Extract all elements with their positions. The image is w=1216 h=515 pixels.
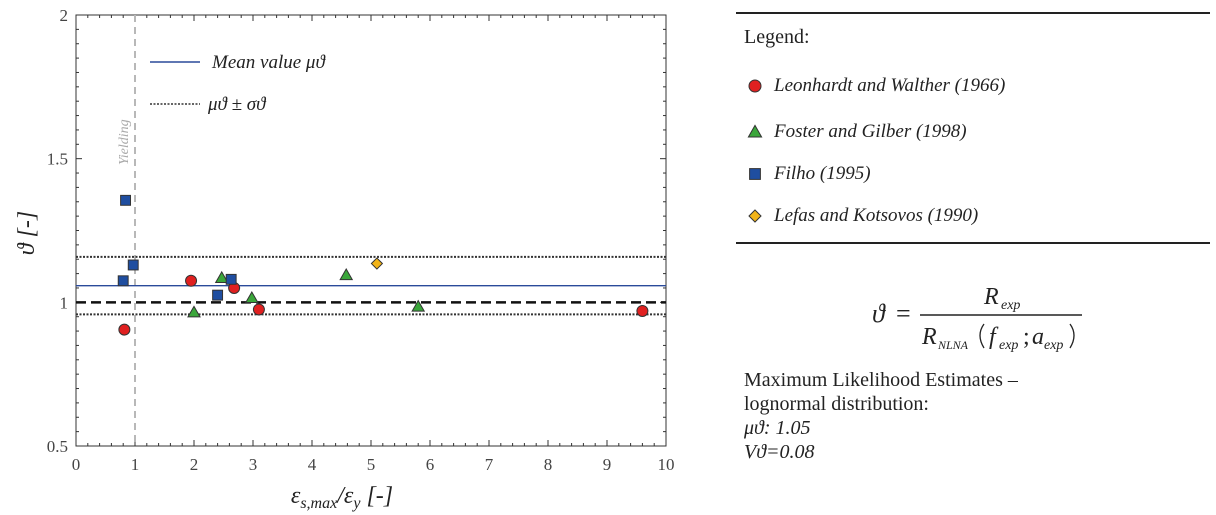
mle-cov: Vϑ=0.08 bbox=[744, 441, 815, 463]
legend-label: Filho (1995) bbox=[774, 163, 871, 184]
formula-graphic: ϑ = R exp R NLNA f exp ; a exp bbox=[872, 284, 1082, 353]
theta-formula: ϑ = R exp R NLNA f exp ; a exp bbox=[866, 276, 1196, 353]
legend-label: Lefas and Kotsovos (1990) bbox=[774, 205, 979, 226]
legend-marker-diamond bbox=[748, 209, 762, 223]
plot-frame bbox=[75, 14, 667, 447]
x-tick-label: 6 bbox=[426, 455, 435, 474]
data-point-circle bbox=[118, 323, 131, 336]
legend-marker-shape bbox=[749, 168, 761, 180]
x-tick-label: 3 bbox=[249, 455, 258, 474]
legend-label: Foster and Gilber (1998) bbox=[774, 121, 967, 142]
mle-line-1: Maximum Likelihood Estimates – bbox=[744, 369, 1018, 391]
yielding-label: Yielding bbox=[117, 119, 132, 165]
band-label: μϑ ± σϑ bbox=[207, 94, 267, 115]
data-point-square bbox=[127, 259, 139, 271]
data-point-triangle bbox=[214, 270, 229, 283]
y-tick-label: 2 bbox=[60, 6, 69, 25]
legend-item: Foster and Gilber (1998) bbox=[744, 120, 967, 144]
legend-item: Lefas and Kotsovos (1990) bbox=[744, 204, 978, 228]
legend-marker-shape bbox=[748, 209, 762, 223]
formula-numerator: R bbox=[983, 284, 999, 310]
data-point-triangle bbox=[339, 267, 354, 281]
x-tick-label: 5 bbox=[367, 455, 376, 474]
legend-title: Legend: bbox=[744, 26, 810, 48]
data-point-square bbox=[117, 275, 129, 287]
scatter-chart: 0 1 2 3 4 5 6 7 8 9 10 0.5 1 1.5 2 Mean value μϑ μϑ ± σϑ… bbox=[14, 6, 675, 512]
data-point-circle bbox=[185, 274, 198, 287]
data-point-diamond bbox=[370, 257, 384, 270]
legend-marker-shape bbox=[747, 124, 763, 138]
legend-item: Filho (1995) bbox=[744, 162, 871, 186]
x-tick-label: 2 bbox=[190, 455, 199, 474]
formula-left-paren bbox=[979, 323, 985, 349]
formula-denominator-sub: NLNA bbox=[937, 338, 969, 352]
y-tick-label: 0.5 bbox=[47, 437, 68, 456]
legend-label: Leonhardt and Walther (1966) bbox=[774, 75, 1006, 96]
x-tick-label: 1 bbox=[131, 455, 140, 474]
mle-mean: μϑ: 1.05 bbox=[744, 417, 811, 439]
x-tick-label: 10 bbox=[658, 455, 675, 474]
data-point-triangle bbox=[187, 305, 201, 318]
formula-numerator-sub: exp bbox=[1001, 298, 1020, 313]
x-axis-title: εs,max/εy [-] bbox=[291, 483, 393, 512]
formula-equals: = bbox=[896, 299, 911, 328]
formula-arg2-sub: exp bbox=[1044, 338, 1063, 352]
legend-bottom-rule bbox=[736, 242, 1210, 244]
mle-line-2: lognormal distribution: bbox=[744, 393, 929, 415]
x-tick-label: 7 bbox=[485, 455, 494, 474]
formula-lhs: ϑ bbox=[872, 299, 886, 328]
legend-item: Leonhardt and Walther (1966) bbox=[744, 74, 1005, 98]
x-tick-label: 0 bbox=[72, 455, 81, 474]
data-point-square bbox=[120, 194, 132, 206]
legend-marker-square bbox=[749, 168, 761, 180]
legend-marker-triangle bbox=[747, 124, 763, 138]
legend-marker-shape bbox=[748, 79, 762, 93]
formula-separator: ; bbox=[1023, 324, 1030, 350]
x-tick-label: 8 bbox=[544, 455, 553, 474]
mle-summary: Maximum Likelihood Estimates – lognormal… bbox=[744, 368, 1018, 464]
x-tick-label: 4 bbox=[308, 455, 317, 474]
data-point-triangle bbox=[244, 290, 259, 304]
formula-denominator: R bbox=[921, 324, 937, 350]
data-point-circle bbox=[636, 304, 649, 317]
formula-arg2: a bbox=[1032, 324, 1044, 350]
legend-marker-circle bbox=[748, 79, 762, 93]
y-tick-label: 1 bbox=[60, 293, 69, 312]
side-panel: Legend: Leonhardt and Walther (1966) Fost… bbox=[736, 0, 1212, 515]
formula-arg1-sub: exp bbox=[999, 338, 1018, 352]
data-point-triangle bbox=[411, 299, 426, 312]
formula-right-paren bbox=[1069, 323, 1075, 349]
data-point-square bbox=[225, 273, 237, 285]
mean-label: Mean value μϑ bbox=[211, 52, 326, 73]
legend-top-rule bbox=[736, 12, 1210, 14]
y-axis-title: ϑ [-] bbox=[14, 211, 40, 255]
y-tick-label: 1.5 bbox=[47, 150, 68, 169]
data-point-circle bbox=[252, 303, 265, 316]
x-tick-label: 9 bbox=[603, 455, 612, 474]
formula-arg1: f bbox=[989, 324, 999, 350]
data-point-square bbox=[212, 289, 224, 301]
